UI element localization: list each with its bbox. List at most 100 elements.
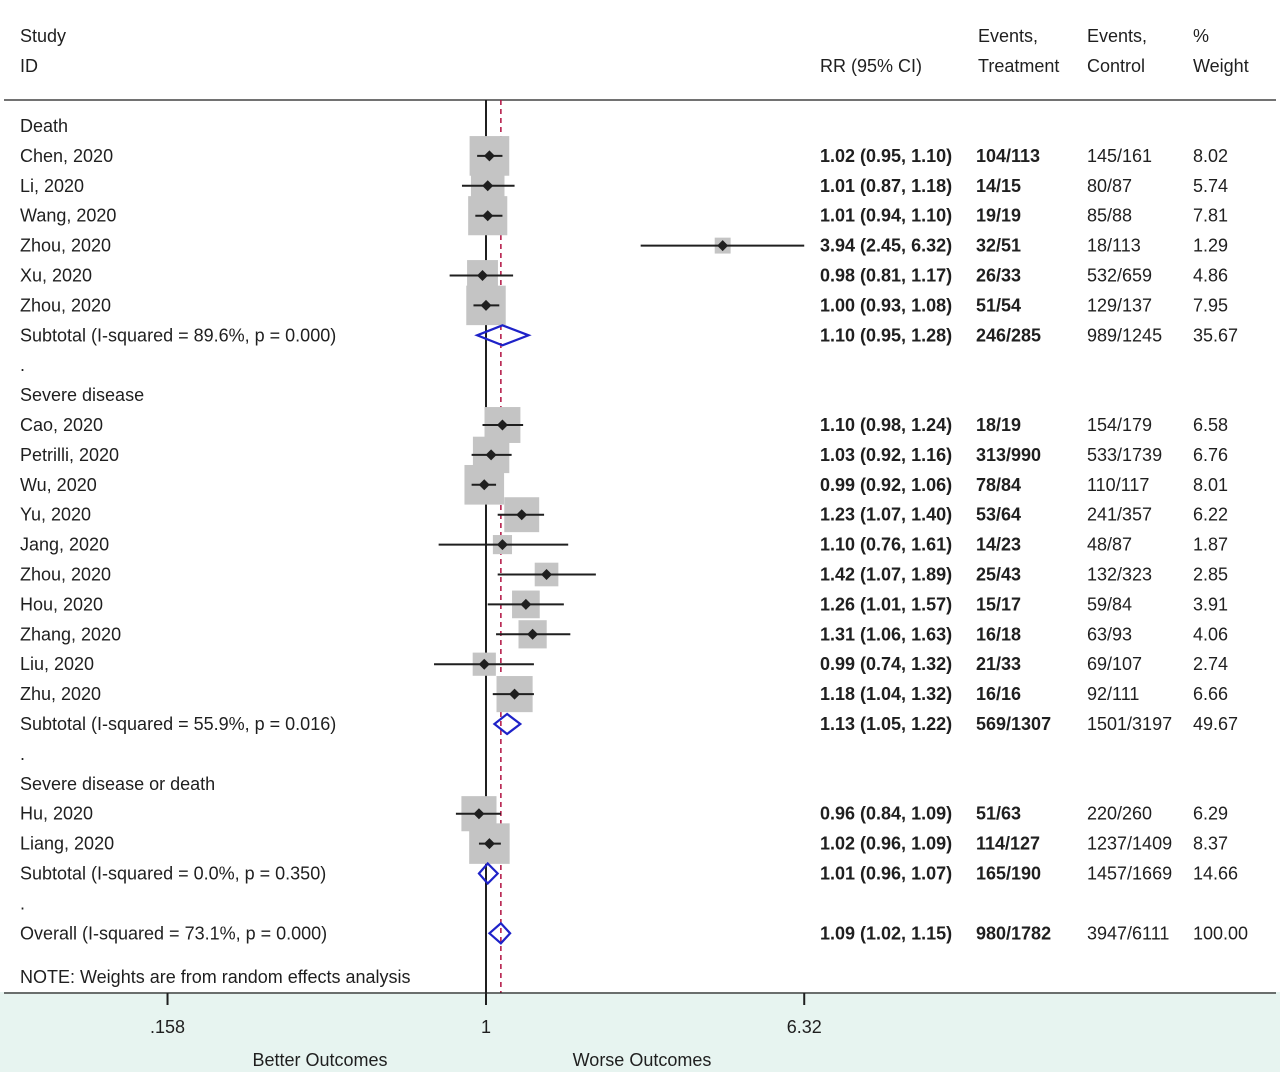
weight-value: 2.85 [1193, 565, 1228, 585]
events-treatment-value: 26/33 [976, 266, 1021, 286]
table-row: Subtotal (I-squared = 89.6%, p = 0.000) 1… [20, 325, 1238, 345]
table-row: Cao, 2020 1.10 (0.98, 1.24) 18/19 154/179 6.… [20, 415, 1228, 435]
table-row: Overall (I-squared = 73.1%, p = 0.000) 1.… [20, 923, 1248, 943]
events-treatment-value: 313/990 [976, 445, 1041, 465]
events-control-value: 533/1739 [1087, 445, 1162, 465]
group-label: Severe disease [20, 385, 144, 405]
point-estimate [541, 569, 553, 580]
table-row: Wu, 2020 0.99 (0.92, 1.06) 78/84 110/117 8.0… [20, 475, 1228, 495]
events-treatment-value: 25/43 [976, 565, 1021, 585]
study-label: Zhu, 2020 [20, 684, 101, 704]
study-label: Yu, 2020 [20, 505, 91, 525]
weight-value: 4.06 [1193, 624, 1228, 644]
rr-ci-value: 1.01 (0.96, 1.07) [820, 864, 952, 884]
plot-marks [434, 100, 805, 993]
spacer-label: . [20, 744, 25, 764]
events-control-value: 532/659 [1087, 266, 1152, 286]
rr-ci-value: 0.99 (0.74, 1.32) [820, 654, 952, 674]
point-estimate [485, 449, 497, 461]
spacer-label: . [20, 355, 25, 375]
weights-note: NOTE: Weights are from random effects an… [20, 967, 410, 987]
header-events-treatment-1: Events, [978, 26, 1038, 46]
events-treatment-value: 21/33 [976, 654, 1021, 674]
events-treatment-value: 51/54 [976, 295, 1021, 315]
weight-value: 2.74 [1193, 654, 1228, 674]
rr-ci-value: 1.02 (0.95, 1.10) [820, 146, 952, 166]
rr-ci-value: 1.00 (0.93, 1.08) [820, 295, 952, 315]
weight-value: 5.74 [1193, 176, 1228, 196]
header-weight-1: % [1193, 26, 1209, 46]
header-weight-2: Weight [1193, 56, 1249, 76]
spacer-label: . [20, 893, 25, 913]
table-row: Zhou, 2020 3.94 (2.45, 6.32) 32/51 18/113 1.… [20, 236, 1228, 256]
header-events-control-1: Events, [1087, 26, 1147, 46]
weight-value: 6.22 [1193, 505, 1228, 525]
rr-ci-value: 1.02 (0.96, 1.09) [820, 834, 952, 854]
subtotal-label: Subtotal (I-squared = 89.6%, p = 0.000) [20, 325, 336, 345]
events-treatment-value: 16/16 [976, 684, 1021, 704]
group-label: Death [20, 116, 68, 136]
table-row: Zhang, 2020 1.31 (1.06, 1.63) 16/18 63/93 4.… [20, 624, 1228, 644]
events-treatment-value: 19/19 [976, 206, 1021, 226]
table-row: . [20, 355, 25, 375]
table-row: Xu, 2020 0.98 (0.81, 1.17) 26/33 532/659 4.8… [20, 266, 1228, 286]
tick-label: 6.32 [787, 1017, 822, 1037]
rr-ci-value: 1.26 (1.01, 1.57) [820, 594, 952, 614]
events-treatment-value: 165/190 [976, 864, 1041, 884]
table-row: Yu, 2020 1.23 (1.07, 1.40) 53/64 241/357 6.2… [20, 505, 1228, 525]
events-control-value: 132/323 [1087, 565, 1152, 585]
table-row: Liang, 2020 1.02 (0.96, 1.09) 114/127 1237/… [20, 834, 1228, 854]
tick-label: 1 [481, 1017, 491, 1037]
column-headers: Study ID RR (95% CI) Events, Treatment E… [20, 26, 1249, 76]
rr-ci-value: 1.09 (1.02, 1.15) [820, 923, 952, 943]
table-row: Severe disease [20, 385, 144, 405]
weight-value: 6.29 [1193, 804, 1228, 824]
events-control-value: 145/161 [1087, 146, 1152, 166]
weight-value: 1.29 [1193, 236, 1228, 256]
rr-ci-value: 1.31 (1.06, 1.63) [820, 624, 952, 644]
header-id: ID [20, 56, 38, 76]
point-estimate [478, 658, 490, 670]
rr-ci-value: 1.01 (0.87, 1.18) [820, 176, 952, 196]
point-estimate [482, 180, 494, 192]
table-row: Hou, 2020 1.26 (1.01, 1.57) 15/17 59/84 3.91 [20, 594, 1228, 614]
weight-value: 6.76 [1193, 445, 1228, 465]
events-control-value: 48/87 [1087, 535, 1132, 555]
rr-ci-value: 0.96 (0.84, 1.09) [820, 804, 952, 824]
table-row: Petrilli, 2020 1.03 (0.92, 1.16) 313/990 53… [20, 445, 1228, 465]
rr-ci-value: 1.03 (0.92, 1.16) [820, 445, 952, 465]
events-treatment-value: 18/19 [976, 415, 1021, 435]
point-estimate [478, 479, 490, 491]
worse-outcomes-label: Worse Outcomes [573, 1050, 712, 1070]
events-treatment-value: 32/51 [976, 236, 1021, 256]
weight-value: 7.81 [1193, 206, 1228, 226]
events-control-value: 129/137 [1087, 295, 1152, 315]
events-control-value: 3947/6111 [1087, 923, 1169, 943]
rr-ci-value: 1.13 (1.05, 1.22) [820, 714, 952, 734]
rr-ci-value: 1.10 (0.95, 1.28) [820, 325, 952, 345]
rr-ci-value: 3.94 (2.45, 6.32) [820, 236, 952, 256]
weight-value: 100.00 [1193, 923, 1248, 943]
events-treatment-value: 53/64 [976, 505, 1021, 525]
events-treatment-value: 16/18 [976, 624, 1021, 644]
weight-value: 4.86 [1193, 266, 1228, 286]
point-estimate [480, 299, 492, 311]
weight-value: 7.95 [1193, 295, 1228, 315]
subtotal-diamond [474, 324, 532, 347]
events-control-value: 18/113 [1087, 236, 1141, 256]
events-control-value: 1237/1409 [1087, 834, 1172, 854]
study-label: Zhou, 2020 [20, 295, 111, 315]
events-control-value: 1501/3197 [1087, 714, 1172, 734]
study-label: Li, 2020 [20, 176, 84, 196]
better-outcomes-label: Better Outcomes [252, 1050, 387, 1070]
table-row: . [20, 893, 25, 913]
study-label: Zhou, 2020 [20, 236, 111, 256]
group-label: Severe disease or death [20, 774, 215, 794]
table-row: Liu, 2020 0.99 (0.74, 1.32) 21/33 69/107 2.7… [20, 654, 1228, 674]
weight-value: 1.87 [1193, 535, 1228, 555]
table-rows: Death Chen, 2020 1.02 (0.95, 1.10) 104/113 1… [20, 116, 1248, 943]
rr-ci-value: 1.42 (1.07, 1.89) [820, 565, 952, 585]
events-treatment-value: 78/84 [976, 475, 1021, 495]
rr-ci-value: 1.01 (0.94, 1.10) [820, 206, 952, 226]
